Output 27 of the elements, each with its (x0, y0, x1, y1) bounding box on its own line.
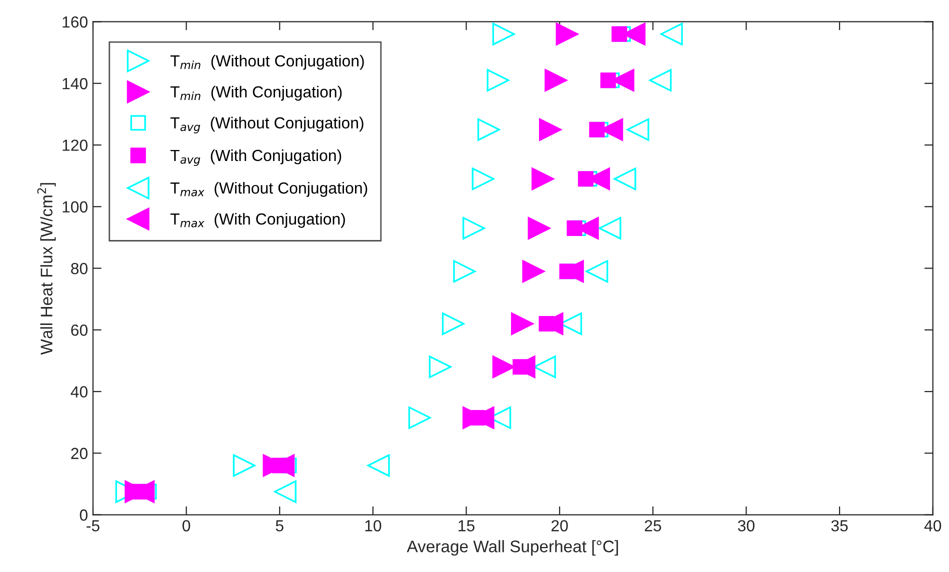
y-tick-label: 40 (70, 386, 88, 398)
x-tick-label: 20 (552, 520, 568, 532)
y-tick-label: 0 (80, 509, 88, 521)
y-tick-label: 120 (62, 140, 88, 151)
x-tick-label: 25 (644, 520, 662, 532)
x-tick-label: 15 (458, 520, 474, 532)
legend-label: T$_{min}$ (With Conjugation) (170, 86, 342, 101)
y-tick-label: 100 (62, 201, 88, 213)
x-tick-label: 5 (276, 520, 284, 532)
x-tick-label: 40 (924, 520, 942, 532)
legend-label: T$_{max}$ (With Conjugation) (170, 212, 345, 228)
legend-label: T$_{avg}$ (With Conjugation) (170, 149, 342, 166)
y-tick-label: 160 (62, 16, 88, 28)
legend-label: T$_{avg}$ (Without Conjugation) (170, 116, 364, 134)
x-tick-label: 10 (365, 520, 382, 532)
y-axis-title: Wall Heat Flux [W/cm$^{2}$] (37, 183, 56, 355)
y-tick-label: 140 (62, 78, 88, 90)
y-tick-label: 80 (71, 262, 88, 274)
x-tick-label: -5 (86, 520, 100, 532)
x-tick-label: 30 (738, 520, 754, 532)
y-tick-label: 20 (71, 448, 88, 460)
legend-label: T$_{max}$ (Without Conjugation) (170, 182, 368, 197)
legend-label: T$_{min}$ (Without Conjugation) (170, 54, 364, 70)
x-tick-label: 35 (831, 520, 848, 532)
y-tick-label: 60 (71, 324, 88, 336)
x-tick-label: 0 (182, 520, 190, 532)
x-axis-title: Average Wall Superheat [°C] (406, 540, 618, 556)
